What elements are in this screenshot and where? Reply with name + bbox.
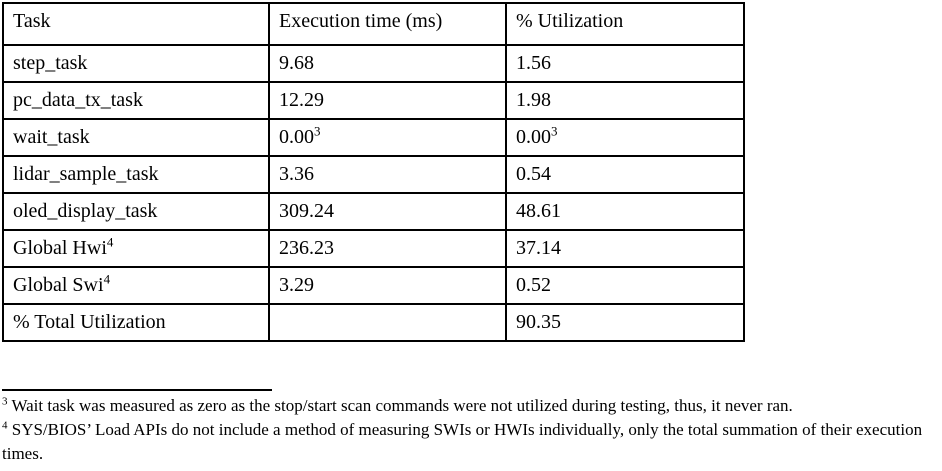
table-row: step_task 9.68 1.56 [2, 44, 745, 83]
execution-time-cell: 12.29 [268, 81, 507, 120]
execution-time-cell: 3.29 [268, 266, 507, 305]
utilization-cell: 1.98 [505, 81, 745, 120]
table-row: oled_display_task 309.24 48.61 [2, 192, 745, 231]
task-name-cell: lidar_sample_task [2, 155, 270, 194]
task-name-cell: Global Swi4 [2, 266, 270, 305]
column-header-task: Task [2, 2, 270, 46]
table-row: lidar_sample_task 3.36 0.54 [2, 155, 745, 194]
task-name-cell: % Total Utilization [2, 303, 270, 342]
footnote-marker: 4 [2, 419, 8, 432]
utilization-cell: 90.35 [505, 303, 745, 342]
table-row: wait_task 0.003 0.003 [2, 118, 745, 157]
table-row: pc_data_tx_task 12.29 1.98 [2, 81, 745, 120]
footnote-ref: 3 [314, 123, 321, 139]
utilization-cell: 48.61 [505, 192, 745, 231]
utilization-cell: 0.52 [505, 266, 745, 305]
column-header-execution-time: Execution time (ms) [268, 2, 507, 46]
task-name-cell: Global Hwi4 [2, 229, 270, 268]
footnote-marker: 3 [2, 395, 8, 408]
task-table-body: step_task 9.68 1.56 pc_data_tx_task 12.29 1.9… [2, 44, 745, 342]
utilization-cell: 1.56 [505, 44, 745, 83]
table-header-row: Task Execution time (ms) % Utilization [2, 2, 745, 46]
footnote: 3 Wait task was measured as zero as the … [2, 395, 793, 415]
task-name-cell: pc_data_tx_task [2, 81, 270, 120]
execution-time-cell: 9.68 [268, 44, 507, 83]
task-name-cell: step_task [2, 44, 270, 83]
task-name-cell: wait_task [2, 118, 270, 157]
execution-time-cell [268, 303, 507, 342]
footnote-separator-rule [2, 389, 272, 391]
footnote-ref: 4 [103, 271, 111, 287]
table-row: Global Hwi4 236.23 37.14 [2, 229, 745, 268]
task-name-cell: oled_display_task [2, 192, 270, 231]
execution-time-cell: 236.23 [268, 229, 507, 268]
utilization-cell: 0.003 [505, 118, 745, 157]
execution-time-cell: 3.36 [268, 155, 507, 194]
footnote-ref: 4 [106, 234, 114, 250]
footnote: 4 SYS/BIOS’ Load APIs do not include a m… [2, 419, 923, 463]
footnotes: 3 Wait task was measured as zero as the … [2, 394, 940, 466]
table-row: % Total Utilization 90.35 [2, 303, 745, 342]
footnote-ref: 3 [551, 123, 558, 139]
execution-time-cell: 0.003 [268, 118, 507, 157]
column-header-utilization: % Utilization [505, 2, 745, 46]
task-utilization-table: Task Execution time (ms) % Utilization s… [2, 2, 745, 342]
execution-time-cell: 309.24 [268, 192, 507, 231]
table-row: Global Swi4 3.29 0.52 [2, 266, 745, 305]
utilization-cell: 0.54 [505, 155, 745, 194]
utilization-cell: 37.14 [505, 229, 745, 268]
